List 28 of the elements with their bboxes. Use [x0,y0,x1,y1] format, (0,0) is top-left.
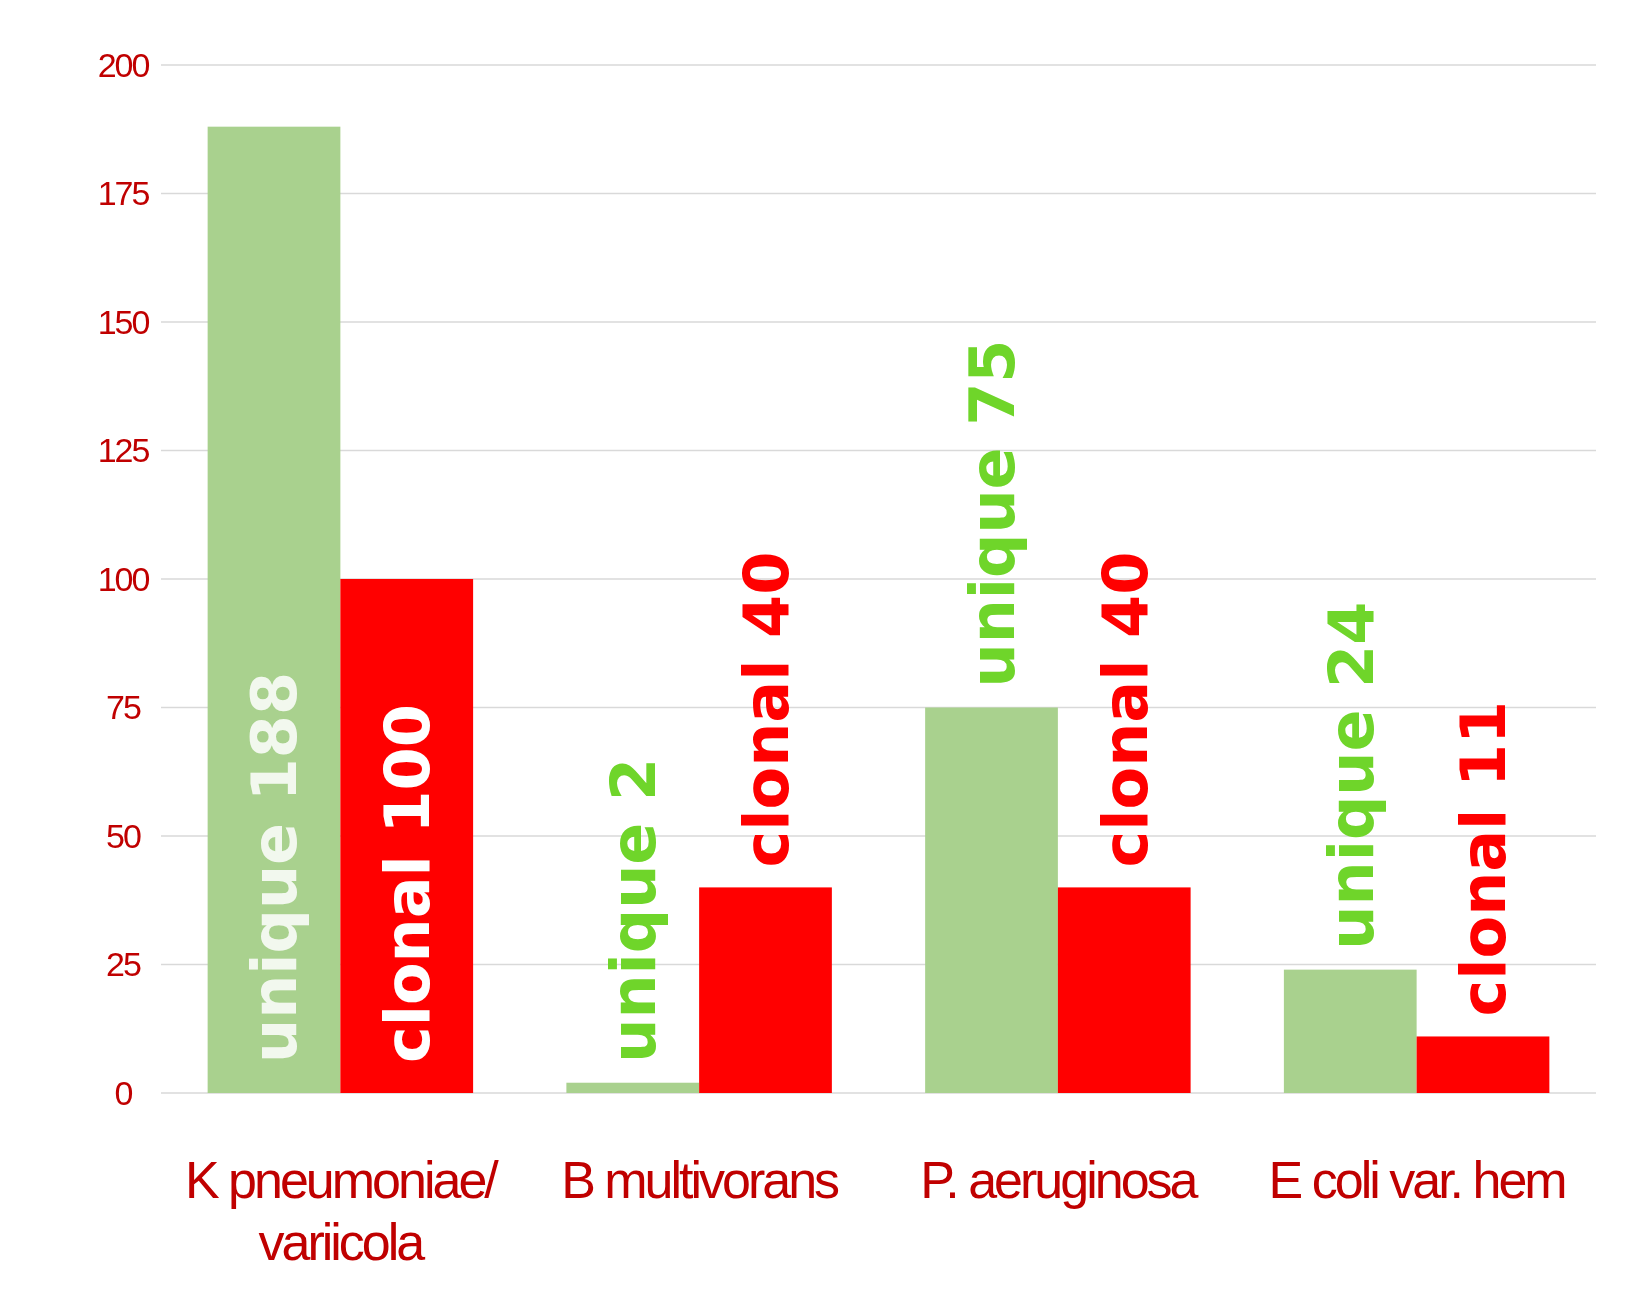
bar [1283,969,1417,1093]
y-tick-label: 150 [97,302,150,341]
y-tick-label: 25 [106,945,141,984]
bar [699,887,832,1093]
data-label: clonal 11 [1447,700,1521,1017]
data-label: unique 24 [1314,601,1388,950]
y-tick-label: 50 [106,816,141,855]
x-tick-label: E coli var. hem [1268,1151,1565,1209]
data-label: unique 188 [238,671,312,1063]
y-tick-label: 175 [97,174,150,213]
y-tick-label: 100 [97,559,150,598]
x-tick-label: B multivorans [561,1151,840,1209]
bar [1416,1036,1550,1093]
y-tick-label: 0 [114,1073,133,1112]
y-tick-label: 75 [106,688,141,727]
x-tick-label: P. aeruginosa [920,1151,1199,1209]
bar [925,707,1058,1093]
x-tick-label: K pneumoniae/ variicola [184,1151,500,1271]
data-label: clonal 100 [371,704,445,1063]
bar [566,1082,700,1093]
data-label: clonal 40 [1088,551,1162,868]
data-label: clonal 40 [729,551,803,868]
data-label: unique 75 [955,339,1029,688]
y-tick-label: 125 [97,431,150,470]
y-tick-label: 200 [97,45,150,84]
bar [207,126,341,1093]
data-label: unique 2 [597,757,671,1063]
bar [1057,887,1191,1093]
